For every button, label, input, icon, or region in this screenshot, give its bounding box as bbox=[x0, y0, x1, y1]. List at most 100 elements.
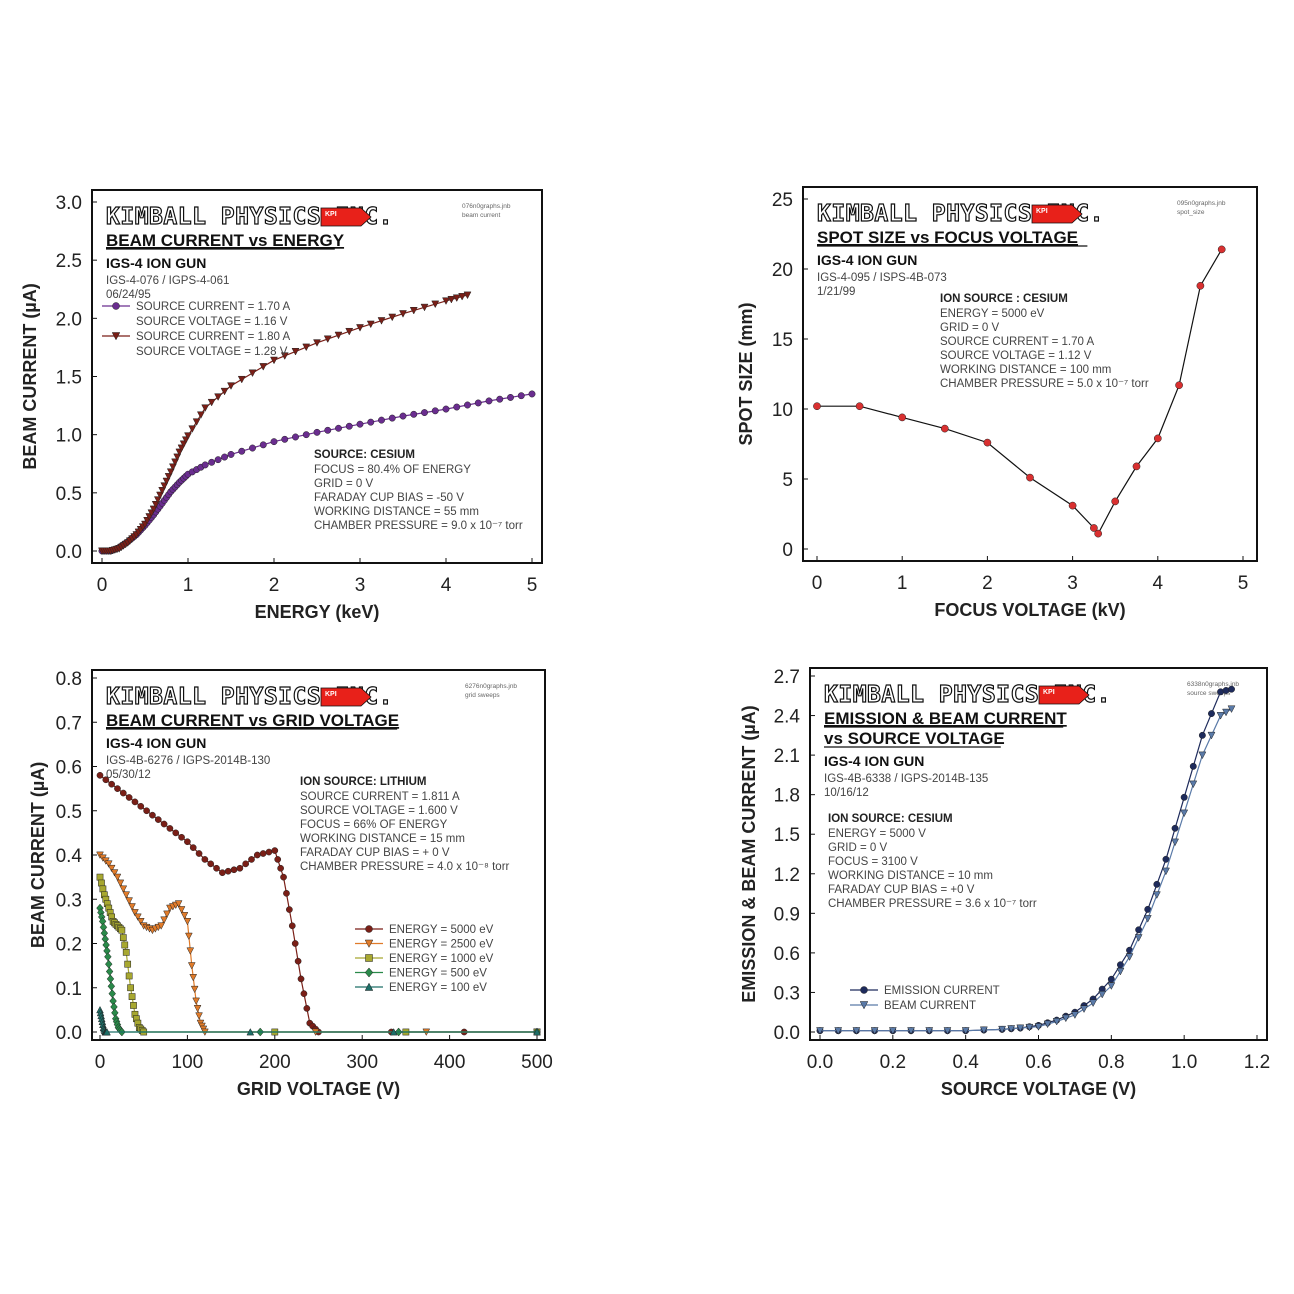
data-point bbox=[177, 906, 186, 914]
serial-info: 1/21/99 bbox=[817, 286, 855, 298]
data-point bbox=[399, 412, 407, 420]
data-point bbox=[134, 913, 142, 921]
data-point bbox=[113, 873, 122, 882]
data-point bbox=[961, 1027, 970, 1035]
data-point bbox=[149, 811, 156, 819]
x-tick-label: 0.8 bbox=[1098, 1052, 1124, 1073]
panel-title: BEAM CURRENT vs GRID VOLTAGE bbox=[106, 711, 399, 730]
gun-model: IGS-4 ION GUN bbox=[817, 252, 917, 268]
data-point bbox=[103, 1028, 111, 1036]
data-point bbox=[1061, 1014, 1070, 1023]
data-point bbox=[1171, 824, 1179, 832]
data-point bbox=[221, 453, 229, 461]
legend-label: EMISSION CURRENT bbox=[884, 985, 1000, 997]
data-point bbox=[1153, 880, 1161, 888]
data-point bbox=[137, 802, 145, 810]
x-tick-label: 3 bbox=[1067, 573, 1078, 594]
y-axis-title: BEAM CURRENT (µA) bbox=[28, 762, 48, 948]
condition-line: WORKING DISTANCE = 10 mm bbox=[828, 870, 993, 882]
y-tick-label: 2.1 bbox=[774, 746, 800, 767]
data-point bbox=[180, 912, 189, 920]
y-tick-label: 1.8 bbox=[774, 786, 800, 807]
gun-model: IGS-4 ION GUN bbox=[106, 255, 206, 271]
condition-line: ENERGY = 5000 V bbox=[828, 828, 926, 840]
serial-info: IGS-4B-6338 / IGPS-2014B-135 bbox=[824, 773, 988, 785]
data-point bbox=[265, 848, 273, 856]
y-axis-title: SPOT SIZE (mm) bbox=[736, 302, 756, 445]
data-point bbox=[366, 320, 375, 329]
data-point bbox=[110, 869, 119, 877]
panel-title-2: vs SOURCE VOLTAGE bbox=[824, 729, 1005, 748]
data-point bbox=[224, 867, 232, 875]
data-point bbox=[154, 816, 162, 823]
data-point bbox=[281, 435, 289, 443]
y-tick-label: 5 bbox=[782, 470, 793, 491]
legend-label: SOURCE CURRENT = 1.70 A bbox=[136, 301, 290, 313]
data-point bbox=[1125, 953, 1134, 961]
data-point bbox=[248, 856, 255, 863]
data-point bbox=[452, 294, 461, 303]
data-point bbox=[236, 864, 244, 872]
file-note: spot_size bbox=[1177, 209, 1205, 216]
data-point bbox=[122, 949, 130, 956]
data-point bbox=[388, 414, 396, 422]
legend-label: ENERGY = 100 eV bbox=[389, 982, 487, 994]
data-point bbox=[248, 369, 257, 378]
condition-line: SOURCE VOLTAGE = 1.600 V bbox=[300, 805, 458, 817]
data-point bbox=[528, 390, 536, 398]
condition-line: SOURCE VOLTAGE = 1.12 V bbox=[940, 350, 1092, 362]
x-tick-label: 0 bbox=[95, 1052, 106, 1073]
data-point bbox=[1228, 685, 1235, 693]
data-point bbox=[274, 856, 282, 863]
data-point bbox=[108, 780, 116, 788]
y-tick-label: 25 bbox=[772, 190, 793, 211]
data-point bbox=[207, 860, 215, 868]
x-axis-title: GRID VOLTAGE (V) bbox=[237, 1079, 400, 1099]
data-point bbox=[166, 468, 175, 476]
data-point bbox=[96, 772, 104, 779]
data-point bbox=[1152, 891, 1161, 899]
data-point bbox=[292, 433, 299, 441]
data-point bbox=[125, 972, 133, 980]
condition-line: ENERGY = 5000 eV bbox=[940, 308, 1045, 320]
data-point bbox=[302, 431, 310, 439]
data-point bbox=[201, 461, 209, 469]
data-point bbox=[184, 432, 192, 440]
data-point bbox=[907, 1027, 915, 1035]
data-point bbox=[259, 850, 267, 857]
data-point bbox=[187, 962, 196, 970]
file-note: source sweeps bbox=[1187, 690, 1231, 697]
data-point bbox=[943, 1027, 952, 1035]
data-point bbox=[1196, 281, 1205, 290]
data-point bbox=[121, 941, 129, 949]
data-point bbox=[220, 387, 229, 396]
y-tick-label: 0.3 bbox=[774, 983, 800, 1004]
data-point bbox=[196, 411, 205, 419]
data-point bbox=[190, 985, 199, 994]
data-point bbox=[189, 974, 198, 982]
data-point bbox=[102, 776, 110, 784]
data-point bbox=[201, 404, 210, 412]
serial-info: IGS-4-076 / IGPS-4-061 bbox=[106, 275, 229, 287]
data-point bbox=[119, 934, 127, 941]
data-point bbox=[533, 1028, 541, 1036]
legend-label: SOURCE CURRENT = 1.80 A bbox=[136, 331, 290, 343]
data-point bbox=[259, 441, 267, 449]
data-point bbox=[356, 420, 364, 428]
data-point bbox=[195, 850, 203, 857]
x-tick-label: 5 bbox=[527, 575, 538, 596]
data-point bbox=[389, 1028, 398, 1036]
data-point bbox=[898, 413, 907, 422]
data-point bbox=[157, 922, 166, 930]
y-tick-label: 0.5 bbox=[56, 802, 82, 823]
y-tick-label: 0.6 bbox=[774, 944, 800, 965]
data-point bbox=[834, 1027, 843, 1035]
x-tick-label: 1 bbox=[897, 573, 908, 594]
y-tick-label: 1.5 bbox=[774, 825, 800, 846]
data-point bbox=[378, 416, 385, 424]
condition-line: GRID = 0 V bbox=[940, 322, 999, 334]
data-point bbox=[172, 829, 180, 837]
condition-line: GRID = 0 V bbox=[828, 842, 887, 854]
y-tick-label: 0 bbox=[782, 540, 793, 561]
y-tick-label: 2.0 bbox=[56, 309, 82, 330]
